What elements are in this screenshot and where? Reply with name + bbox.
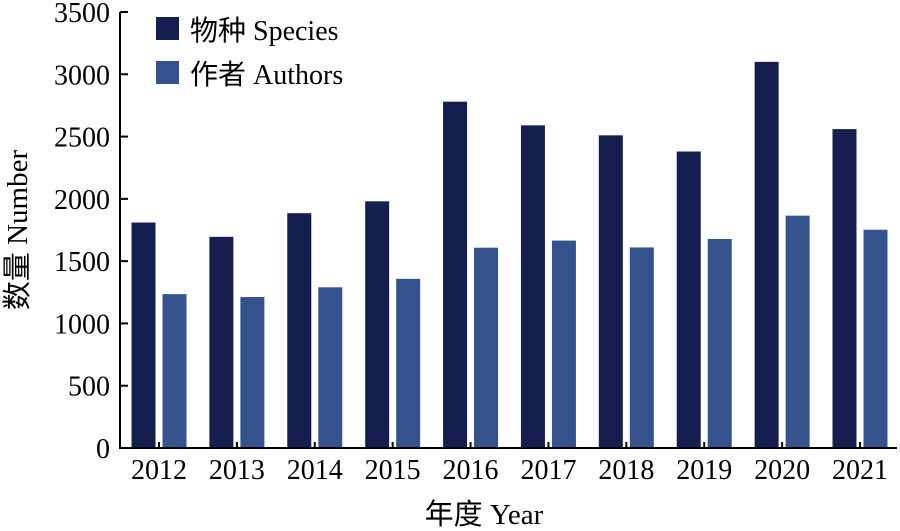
bar-authors-2016 — [474, 247, 499, 448]
y-axis-label: 数量 Number — [1, 150, 34, 311]
legend-label-species: 物种 Species — [190, 15, 339, 47]
bar-authors-2015 — [396, 278, 421, 448]
x-tick-label: 2018 — [598, 455, 654, 486]
y-tick-label: 3500 — [54, 0, 110, 29]
bar-authors-2018 — [629, 247, 654, 448]
y-tick-label: 1000 — [54, 309, 110, 340]
bar-authors-2012 — [162, 294, 187, 448]
x-tick-label: 2015 — [365, 455, 421, 486]
x-tick-label: 2014 — [287, 455, 343, 486]
y-tick-label: 1500 — [54, 247, 110, 278]
bar-species-2016 — [443, 101, 468, 448]
x-tick-label: 2021 — [832, 455, 888, 486]
bar-authors-2014 — [318, 287, 343, 448]
x-tick-label: 2019 — [676, 455, 732, 486]
bar-authors-2020 — [785, 215, 810, 448]
y-axis-ticks: 0 500 1000 1500 2000 2500 3000 3500 — [54, 0, 128, 465]
x-tick-label: 2017 — [520, 455, 576, 486]
legend-label-authors: 作者 Authors — [190, 59, 343, 91]
x-tick-label: 2012 — [131, 455, 187, 486]
legend-swatch-species — [156, 17, 179, 40]
y-tick-label: 2500 — [54, 123, 110, 154]
x-axis-label: 年度 Year — [425, 498, 544, 531]
legend-swatch-authors — [156, 61, 179, 84]
y-tick-label: 500 — [68, 372, 110, 403]
bar-species-2013 — [209, 236, 234, 448]
x-tick-label: 2016 — [443, 455, 499, 486]
x-tick-label: 2020 — [754, 455, 810, 486]
y-tick-label: 0 — [96, 434, 110, 465]
bar-authors-2017 — [551, 240, 576, 448]
bar-species-2019 — [676, 151, 701, 448]
bar-authors-2019 — [707, 238, 732, 448]
bar-species-2015 — [365, 201, 390, 448]
legend: 物种 Species 作者 Authors — [156, 15, 343, 91]
bar-authors-2021 — [863, 229, 888, 448]
y-tick-label: 2000 — [54, 185, 110, 216]
bar-species-2021 — [832, 129, 857, 448]
bar-species-2020 — [754, 61, 779, 448]
x-axis-ticks: 2012 2013 2014 2015 2016 2017 2018 2019 2020 2021 — [131, 442, 888, 486]
bar-authors-2013 — [240, 297, 265, 448]
bar-species-2012 — [131, 222, 156, 448]
bar-species-2017 — [520, 125, 545, 449]
bars-group — [131, 61, 888, 449]
y-tick-label: 3000 — [54, 60, 110, 91]
bar-species-2014 — [287, 213, 312, 448]
x-tick-label: 2013 — [209, 455, 265, 486]
bar-species-2018 — [598, 135, 623, 448]
